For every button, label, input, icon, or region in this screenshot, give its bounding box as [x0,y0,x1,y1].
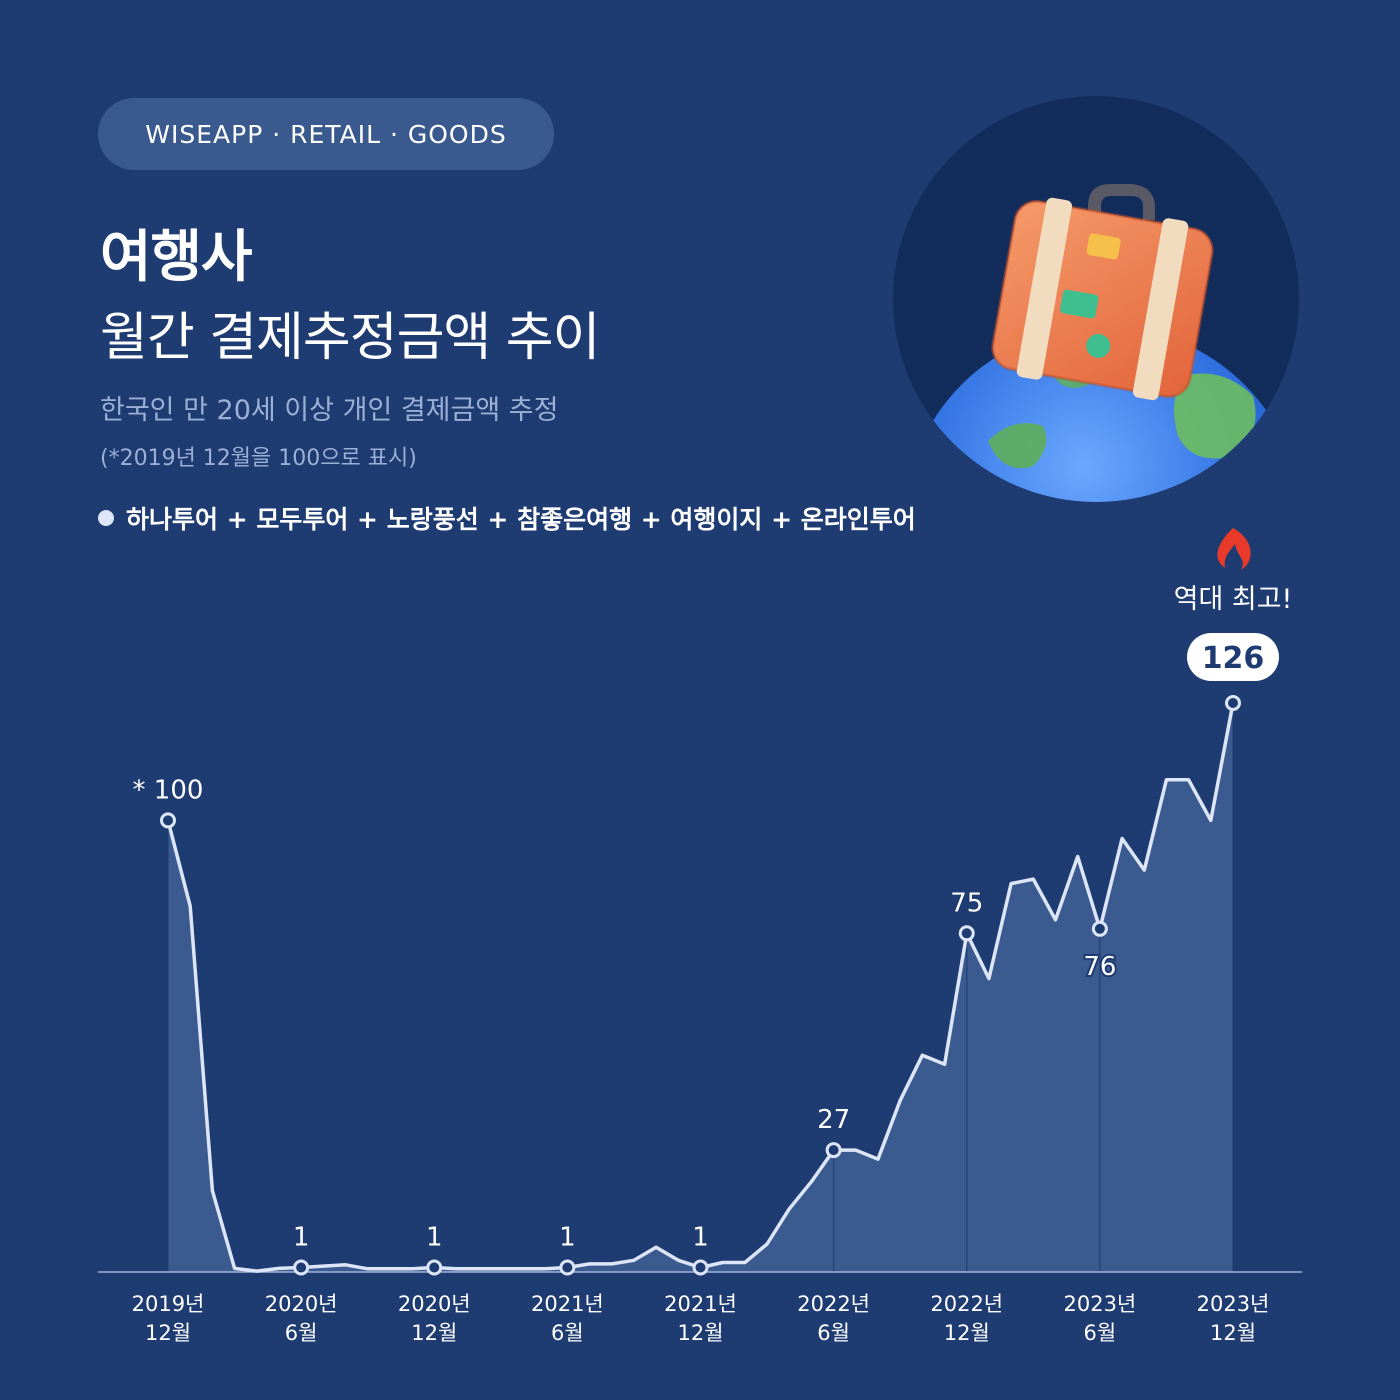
x-tick-label-month: 12월 [145,1321,191,1345]
data-point-marker [160,812,176,829]
data-label: * 100 [133,775,204,805]
data-label: 1 [559,1222,576,1252]
data-label: 27 [817,1105,850,1135]
data-label: 1 [293,1222,310,1252]
data-label: 1 [692,1222,709,1252]
data-label: 75 [950,888,983,918]
data-point-marker [559,1259,576,1276]
legend: 하나투어 + 모두투어 + 노랑풍선 + 참좋은여행 + 여행이지 + 온라인투… [98,500,916,536]
data-point-marker [825,1142,842,1159]
data-point-marker [1091,920,1108,937]
peak-highlight: 역대 최고! [1174,528,1293,615]
peak-value-badge: 126 [1187,633,1279,681]
description-text: 한국인 만 20세 이상 개인 결제금액 추정 [100,395,559,426]
x-tick-label-month: 6월 [285,1321,318,1345]
x-tick-label-month: 12월 [1210,1321,1256,1345]
chart-area-fill [168,703,1233,1272]
point-labels: * 100 1 1 1 1 27 75 76 126 [133,633,1279,1252]
x-tick-label-year: 2021년 [664,1292,737,1316]
data-label: 76 [1083,952,1116,982]
x-tick-label-month: 6월 [551,1321,584,1345]
point-markers [160,695,1241,1276]
page-title: 여행사 [100,225,253,290]
record-high-note: 역대 최고! [1174,584,1293,615]
x-tick-label-year: 2020년 [265,1292,338,1316]
x-tick-label-year: 2023년 [1197,1292,1270,1316]
page-subtitle-title: 월간 결제추정금액 추이 [100,308,600,368]
peak-badge-bg [1187,633,1279,681]
x-tick-label-month: 12월 [411,1321,457,1345]
brand-pill: WISEAPP · RETAIL · GOODS [98,98,554,170]
x-tick-label-month: 6월 [817,1321,850,1345]
x-tick-label-year: 2023년 [1063,1292,1136,1316]
suitcase-on-globe-icon [893,96,1299,502]
peak-value-label: 126 [1202,641,1265,676]
x-tick-label-year: 2022년 [930,1292,1003,1316]
x-tick-label-month: 12월 [944,1321,990,1345]
suitcase-icon [991,184,1214,401]
data-point-marker [426,1259,443,1276]
data-point-marker [293,1259,310,1276]
fire-icon [1217,528,1251,570]
x-tick-label-year: 2021년 [531,1292,604,1316]
data-point-marker [958,925,975,942]
x-tick-label-year: 2020년 [398,1292,471,1316]
legend-label: 하나투어 + 모두투어 + 노랑풍선 + 참좋은여행 + 여행이지 + 온라인투… [126,505,916,534]
data-point-marker [692,1259,709,1276]
x-axis-ticks: 2019년 12월 2020년 6월 2020년 12월 2021년 6월 2021년 12월 20… [132,1292,1270,1345]
legend-marker [98,510,114,526]
data-label: 1 [426,1222,443,1252]
x-tick-label-month: 6월 [1084,1321,1117,1345]
x-tick-label-year: 2019년 [132,1292,205,1316]
x-tick-label-year: 2022년 [797,1292,870,1316]
index-note: (*2019년 12월을 100으로 표시) [100,446,417,471]
drop-lines [167,703,1234,1272]
x-tick-label-month: 12월 [677,1321,723,1345]
data-point-marker [1225,695,1241,711]
